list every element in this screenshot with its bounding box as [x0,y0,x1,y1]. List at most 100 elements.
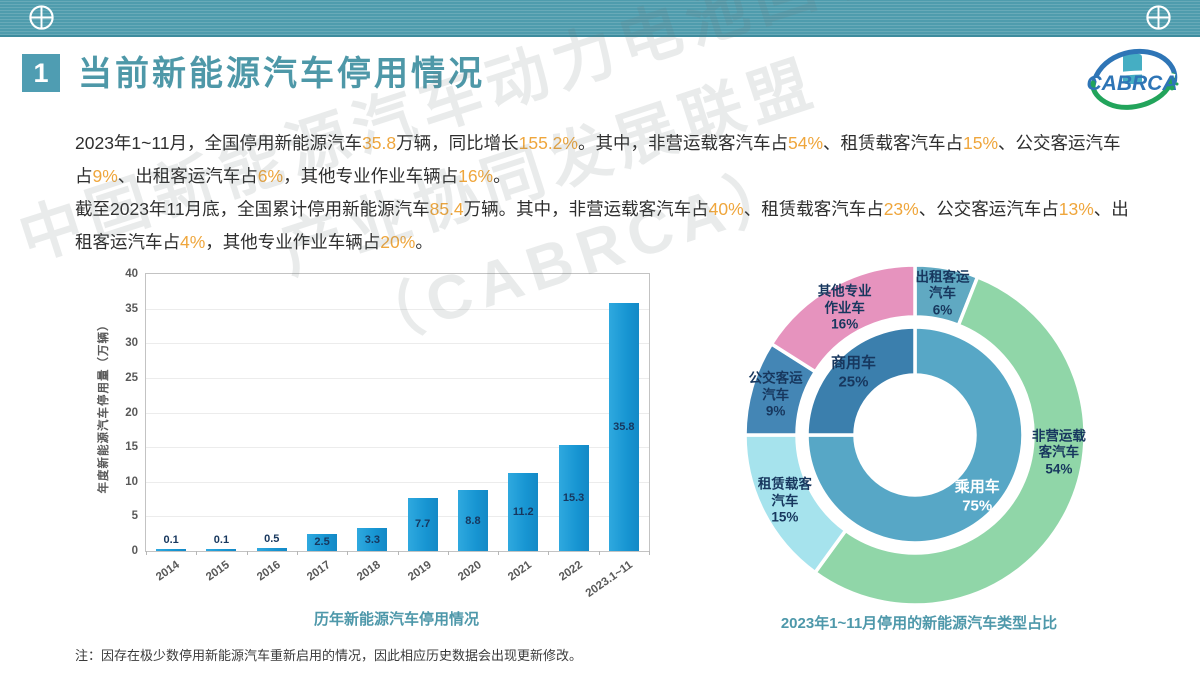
x-tick-label: 2023.1~11 [583,559,635,600]
highlight-value: 155.2% [518,133,578,153]
highlight-value: 6% [257,166,284,186]
donut-label-line: 租赁载客 [757,476,812,492]
cabrca-logo-icon: CABRCA [1087,49,1179,110]
donut-label-line: 公交客运 [748,370,803,386]
x-tick-label: 2020 [455,559,484,584]
bar-value-label: 11.2 [512,506,534,519]
y-tick-label: 20 [125,406,138,419]
x-tick-mark [649,551,650,555]
donut-label-商用车: 商用车 25% [831,355,876,392]
gridline [146,343,649,345]
x-tick-label: 2014 [154,559,183,584]
donut-label-line: 15% [771,509,799,525]
donut-label-line: 9% [765,403,786,419]
outer-ring-segment-非营运载客汽车 [812,274,1087,607]
x-tick-mark [146,551,147,555]
y-tick-label: 15 [125,441,138,454]
highlight-value: 9% [92,166,118,186]
highlight-value: 15% [963,133,999,153]
summary-text-block: 2023年1~11月，全国停用新能源汽车35.8万辆，同比增长155.2%。其中… [75,127,1131,259]
x-tick-mark [347,551,349,555]
header-band [0,0,1200,37]
donut-label-line: 汽车 [762,386,790,402]
bar [307,533,338,551]
y-tick-label: 30 [125,337,138,350]
x-tick-label: 2018 [355,559,384,584]
bar-chart: 年度新能源汽车停用量（万辆） 0 5 10 15 20 25 30 35 40 0.1 2014 0.… [75,262,687,640]
inner-ring-segment-商用车 [805,325,917,437]
bar-value-label: 3.3 [364,533,380,546]
donut-label-line: 汽车 [771,493,799,509]
bar-value-label: 0.1 [163,534,179,546]
highlight-value: 40% [708,199,744,219]
paragraph-text: 截至2023年11月底，全国累计停用新能源汽车 [75,199,430,219]
donut-label-line: 25% [838,373,869,391]
gridline [146,481,649,483]
bar [407,497,438,551]
donut-label-line: 汽车 [928,285,956,301]
highlight-value: 4% [180,232,206,252]
y-tick-label: 0 [131,545,138,557]
donut-label-租赁载客汽车: 租赁载客 汽车 15% [758,477,812,526]
donut-chart-rings [743,263,1087,607]
x-tick-label: 2017 [305,559,333,584]
donut-label-公交客运汽车: 公交客运 汽车 9% [749,370,803,419]
x-tick-mark [598,551,600,555]
bar-value-label: 2.5 [314,536,330,549]
inner-ring-segment-乘用车 [805,325,1025,545]
donut-label-出租客运汽车: 出租客运 汽车 6% [915,269,969,318]
donut-label-line: 客汽车 [1038,444,1080,460]
x-tick-mark [397,551,399,555]
bar-value-label: 7.7 [414,518,431,531]
paragraph-text: 。 [415,232,433,252]
paragraph-text: 、出租客运汽车占 [75,199,1129,252]
highlight-value: 13% [1058,199,1094,219]
donut-label-line: 6% [932,301,953,317]
y-tick-label: 25 [125,371,138,384]
gridline [146,516,649,518]
bar [457,490,488,551]
x-tick-mark [447,551,449,555]
paragraph-text: ，其他专业作业车辆占 [283,166,459,186]
y-tick-label: 10 [125,475,138,488]
donut-label-乘用车: 乘用车 75% [955,479,1000,516]
bar-value-label: 15.3 [562,492,585,505]
paragraph-text: 万辆。其中，非营运载客汽车占 [463,199,709,219]
crosshair-icon-right [1146,5,1171,30]
donut-label-line: 乘用车 [954,478,1000,496]
logo-text: CABRCA [1087,72,1178,95]
highlight-value: 85.4 [429,199,464,219]
highlight-value: 54% [787,133,824,153]
bar-chart-plot-area: 0 5 10 15 20 25 30 35 40 0.1 2014 0.1 2015 0.5 2016 2.5… [125,268,650,600]
y-tick-label: 35 [125,302,138,315]
bar [558,445,589,551]
donut-label-line: 非营运载 [1031,427,1086,443]
page-title: 当前新能源汽车停用情况 [78,56,485,93]
x-tick-label: 2015 [204,559,233,584]
highlight-value: 35.8 [362,133,397,153]
paragraph-text: 2023年1~11月，全国停用新能源汽车 [75,133,363,153]
paragraph-text: 、租赁载客汽车占 [743,199,884,219]
y-tick-label: 5 [131,510,138,523]
donut-label-line: 16% [831,316,859,332]
donut-label-line: 商用车 [830,355,876,373]
bar [206,549,237,551]
footnote: 注：因存在极少数停用新能源汽车重新启用的情况，因此相应历史数据会出现更新修改。 [75,648,583,663]
donut-label-line: 54% [1045,460,1073,476]
paragraph-text: 。 [493,166,511,186]
bar [357,528,388,551]
y-tick-label: 40 [125,268,138,280]
bar [256,547,287,551]
outer-ring-segment-其他专业作业车 [769,263,917,375]
x-tick-mark [246,551,248,555]
donut-label-非营运载客汽车: 非营运载 客汽车 54% [1032,428,1086,477]
gridline [146,412,649,414]
highlight-value: 16% [458,166,494,186]
bar-value-label: 0.1 [213,534,230,546]
bar [608,303,639,551]
donut-label-line: 其他专业 [817,283,872,299]
x-tick-mark [498,551,500,555]
paragraph-text: 、公交客运汽车占 [918,199,1059,219]
x-tick-label: 2016 [254,559,283,584]
